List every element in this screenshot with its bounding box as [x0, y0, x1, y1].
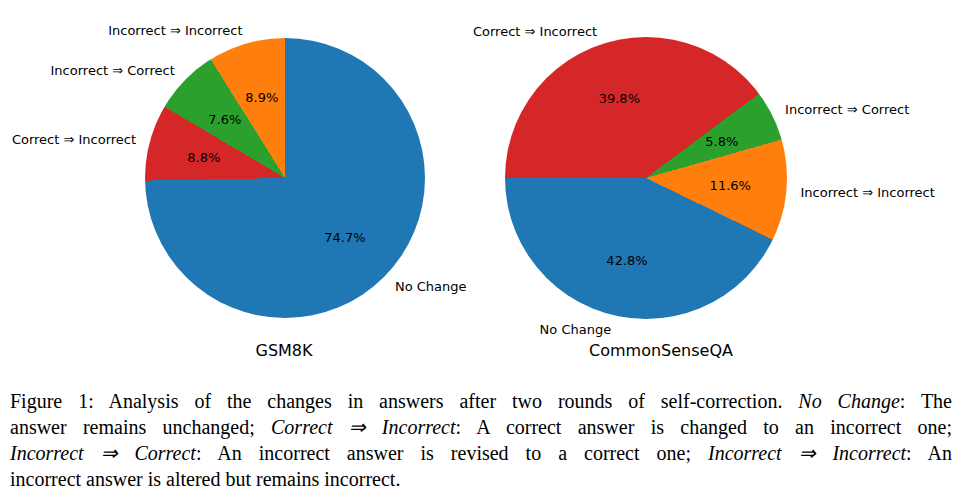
pie-slice-label: No Change: [540, 322, 612, 337]
caption-text: : An incorrect answer is revised to a co…: [196, 442, 708, 464]
caption-text: answer remains unchanged;: [10, 416, 271, 438]
caption-text: Figure 1: Analysis of the changes in ans…: [10, 390, 798, 412]
chart-title-gsm8k: GSM8K: [255, 342, 312, 360]
pie-slice-label: Incorrect ⇒ Correct: [785, 102, 909, 117]
caption-line: Incorrect ⇒ Correct: An incorrect answer…: [10, 440, 952, 466]
pie-slice-label: Incorrect ⇒ Incorrect: [108, 22, 242, 37]
caption-text: : The: [900, 390, 952, 412]
caption-line: incorrect answer is altered but remains …: [10, 466, 952, 492]
pie-percent-label: 11.6%: [710, 178, 751, 193]
pie-percent-label: 8.9%: [245, 90, 278, 105]
pie-percent-label: 8.8%: [187, 149, 220, 164]
pie-slice-label: Incorrect ⇒ Incorrect: [801, 184, 935, 199]
figure-caption: Figure 1: Analysis of the changes in ans…: [10, 388, 952, 492]
caption-italic-term: Correct ⇒ Incorrect: [271, 416, 456, 438]
caption-italic-term: No Change: [798, 390, 899, 412]
pie-slice-label: Incorrect ⇒ Correct: [51, 63, 175, 78]
pie-percent-label: 42.8%: [606, 253, 647, 268]
figure-charts-area: GSM8K 74.7% No Change 8.8% Correct ⇒ Incorr…: [0, 0, 962, 380]
pie-percent-label: 39.8%: [599, 90, 640, 105]
pie-slice-label: Correct ⇒ Incorrect: [12, 131, 136, 146]
caption-line: Figure 1: Analysis of the changes in ans…: [10, 388, 952, 414]
caption-italic-term: Incorrect ⇒ Correct: [10, 442, 196, 464]
caption-text: incorrect answer is altered but remains …: [10, 468, 400, 490]
pie-percent-label: 5.8%: [705, 133, 738, 148]
caption-line: answer remains unchanged; Correct ⇒ Inco…: [10, 414, 952, 440]
pie-slice-label: Correct ⇒ Incorrect: [473, 23, 597, 38]
pie-percent-label: 74.7%: [324, 229, 365, 244]
caption-text: : An: [906, 442, 952, 464]
pie-percent-label: 7.6%: [208, 112, 241, 127]
figure-page: GSM8K 74.7% No Change 8.8% Correct ⇒ Incorr…: [0, 0, 962, 496]
caption-italic-term: Incorrect ⇒ Incorrect: [708, 442, 906, 464]
pie-disc-gsm8k: [145, 38, 425, 318]
caption-text: : A correct answer is changed to an inco…: [456, 416, 953, 438]
chart-title-commonsenseqa: CommonSenseQA: [589, 342, 733, 360]
pie-slice-label: No Change: [395, 278, 467, 293]
